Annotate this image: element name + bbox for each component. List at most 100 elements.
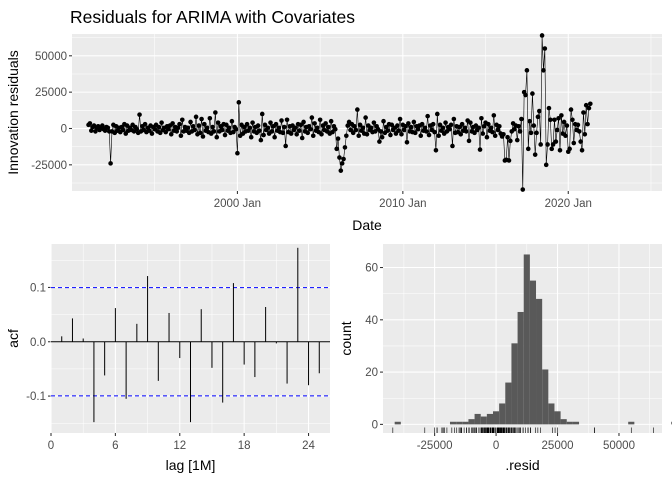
residual-point <box>310 133 316 139</box>
residual-point <box>486 121 491 127</box>
residual-point <box>575 122 581 128</box>
y-axis-label: count <box>338 321 354 355</box>
residual-point <box>527 118 532 124</box>
residual-point <box>328 118 334 124</box>
y-tick-label: 0 <box>372 419 378 431</box>
histogram-bar <box>493 411 500 425</box>
histogram-bar <box>517 311 524 425</box>
residual-point <box>280 130 286 136</box>
residual-point <box>443 120 448 125</box>
residual-point <box>557 148 563 153</box>
residual-point <box>363 115 368 120</box>
residual-point <box>352 124 357 129</box>
residual-point <box>265 125 271 131</box>
histogram-bar <box>548 403 555 425</box>
residual-point <box>525 146 531 152</box>
residual-point <box>262 122 268 128</box>
residual-point <box>451 116 457 122</box>
residual-point <box>224 122 229 128</box>
histogram-bar <box>560 419 567 425</box>
residual-point <box>585 121 590 127</box>
residual-point <box>258 137 264 143</box>
x-tick-label: 50000 <box>603 440 635 452</box>
residual-point <box>330 129 335 135</box>
residual-point <box>242 124 247 130</box>
residual-point <box>185 125 191 131</box>
residual-point <box>399 132 404 137</box>
residual-point <box>166 126 171 132</box>
residual-point <box>219 127 225 133</box>
residual-point <box>406 121 411 126</box>
residual-point <box>157 130 163 136</box>
residual-point <box>466 138 472 144</box>
residual-point <box>257 128 262 133</box>
residual-point <box>437 122 443 128</box>
residual-point <box>440 125 446 131</box>
y-tick-label: -0.1 <box>26 391 46 403</box>
residual-point <box>338 168 344 173</box>
residual-point <box>293 125 298 131</box>
residual-point <box>389 122 395 128</box>
residual-point <box>505 134 510 140</box>
residual-point <box>335 136 341 141</box>
residual-point <box>163 129 169 135</box>
residual-point <box>538 142 543 147</box>
residual-point <box>222 132 228 138</box>
residual-point <box>244 121 250 127</box>
x-axis-label: lag [1M] <box>166 457 216 473</box>
residual-point <box>120 127 126 133</box>
residual-point <box>554 127 560 133</box>
residual-point <box>317 117 323 123</box>
histogram-bar <box>628 421 635 425</box>
residual-point <box>214 134 220 140</box>
residual-point <box>514 137 520 143</box>
residual-point <box>344 133 349 139</box>
residual-point <box>137 112 142 117</box>
residual-point <box>433 148 439 153</box>
residual-point <box>273 121 279 127</box>
residual-point <box>371 120 377 125</box>
residual-point <box>542 46 548 51</box>
residual-point <box>404 140 410 145</box>
residual-point <box>334 146 339 152</box>
residual-point <box>299 135 305 141</box>
residual-point <box>393 131 399 136</box>
residual-point <box>259 111 265 117</box>
residual-point <box>142 121 148 127</box>
residual-point <box>134 126 140 132</box>
histogram-bar <box>523 254 530 425</box>
residual-point <box>229 118 235 124</box>
residual-point <box>309 115 315 120</box>
residual-point <box>436 133 441 139</box>
residual-point <box>479 116 484 121</box>
residual-point <box>423 129 429 134</box>
residual-point <box>332 126 338 132</box>
residual-point <box>435 111 440 117</box>
residual-point <box>202 121 207 127</box>
residual-point <box>537 108 542 114</box>
residual-point <box>543 162 549 168</box>
residual-point <box>235 150 240 156</box>
residual-point <box>319 132 324 137</box>
residual-point <box>191 124 196 129</box>
residual-point <box>368 125 374 131</box>
residual-point <box>388 132 393 138</box>
residual-point <box>337 155 342 160</box>
residual-point <box>156 124 162 130</box>
residual-point <box>210 124 215 130</box>
residual-point <box>535 114 541 120</box>
residual-point <box>192 127 197 133</box>
residual-point <box>534 130 539 136</box>
residual-point <box>458 132 464 137</box>
residual-point <box>550 142 556 147</box>
residual-point <box>123 131 129 136</box>
residual-point <box>546 105 552 111</box>
residual-point <box>490 129 495 135</box>
residual-point <box>506 158 512 163</box>
residual-point <box>415 126 421 132</box>
residual-point <box>468 120 473 125</box>
residual-point <box>308 126 313 132</box>
residual-point <box>105 125 111 131</box>
histogram-bar <box>566 421 573 425</box>
residual-point <box>379 134 385 140</box>
